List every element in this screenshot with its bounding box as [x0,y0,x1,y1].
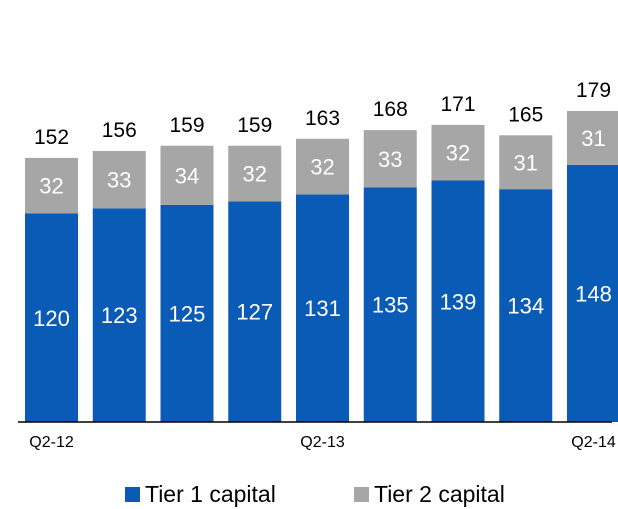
bar-tier2-q2-12 [25,157,78,214]
bar-tier1-q4-12 [160,204,214,422]
x-tick-label: Q2-14 [571,434,616,451]
x-tick-labels-group: Q2-12 Q2-13 Q2-14 [29,434,616,451]
segment-label-tier2: 33 [107,168,131,193]
bar-tier2-q1-14 [499,135,553,190]
bar-tier1-q4-13 [431,180,485,422]
legend: Tier 1 capital Tier 2 capital [125,481,505,507]
total-label: 152 [34,126,69,149]
segment-label-tier1: 123 [101,303,138,328]
segment-label-tier1: 127 [236,300,273,325]
bar-tier2-q4-12 [160,145,214,205]
total-label: 179 [576,79,611,102]
bar-tier1-q2-14 [567,164,618,423]
legend-swatch-tier1 [125,487,140,502]
segment-label-tier2: 34 [175,163,199,188]
segment-label-tier2: 32 [39,174,63,199]
legend-swatch-tier2 [354,487,369,502]
bar-tier2-q2-13 [296,138,349,195]
bar-tier2-q4-13 [431,124,485,181]
bar-tier2-q2-14 [567,111,618,165]
total-label: 163 [305,107,340,130]
segment-label-tier2: 31 [581,126,605,151]
segment-label-tier1: 131 [304,296,341,321]
x-tick-label: Q2-13 [300,434,345,451]
bar-tier2-q3-13 [363,130,417,188]
segment-label-tier1: 125 [169,301,206,326]
x-tick-label: Q2-12 [29,434,74,451]
segment-label-tier1: 139 [440,289,477,314]
segment-label-tier2: 31 [514,150,538,175]
segment-label-tier2: 32 [243,162,267,187]
segment-label-tier1: 120 [33,306,70,331]
total-label: 171 [440,93,475,116]
segment-label-tier2: 33 [378,147,402,172]
bar-tier2-q1-13 [228,145,282,202]
segment-label-tier1: 134 [507,294,544,319]
total-label: 159 [237,114,272,137]
total-label: 165 [508,103,543,126]
bar-tier1-q3-13 [363,187,417,422]
segment-labels-group: 120 32 123 33 125 34 127 32 131 32 135 33 139 32 134 31… [33,126,612,331]
total-label: 159 [169,114,204,137]
bar-tier1-q3-12 [92,208,146,422]
segment-label-tier1: 135 [372,293,409,318]
bar-tier1-q1-14 [499,189,553,422]
segment-label-tier1: 148 [575,281,612,306]
total-label: 168 [373,98,408,121]
segment-label-tier2: 32 [310,155,334,180]
bar-tier1-q2-12 [25,213,78,422]
legend-label-tier1: Tier 1 capital [145,481,276,507]
bar-tier2-q3-12 [92,150,146,209]
legend-label-tier2: Tier 2 capital [374,481,505,507]
bars-group [25,111,618,423]
segment-label-tier2: 32 [446,141,470,166]
total-labels-group: 152 156 159 159 163 168 171 165 179 [34,79,611,149]
bar-tier1-q1-13 [228,201,282,422]
total-label: 156 [102,119,137,142]
bar-tier1-q2-13 [296,194,349,422]
